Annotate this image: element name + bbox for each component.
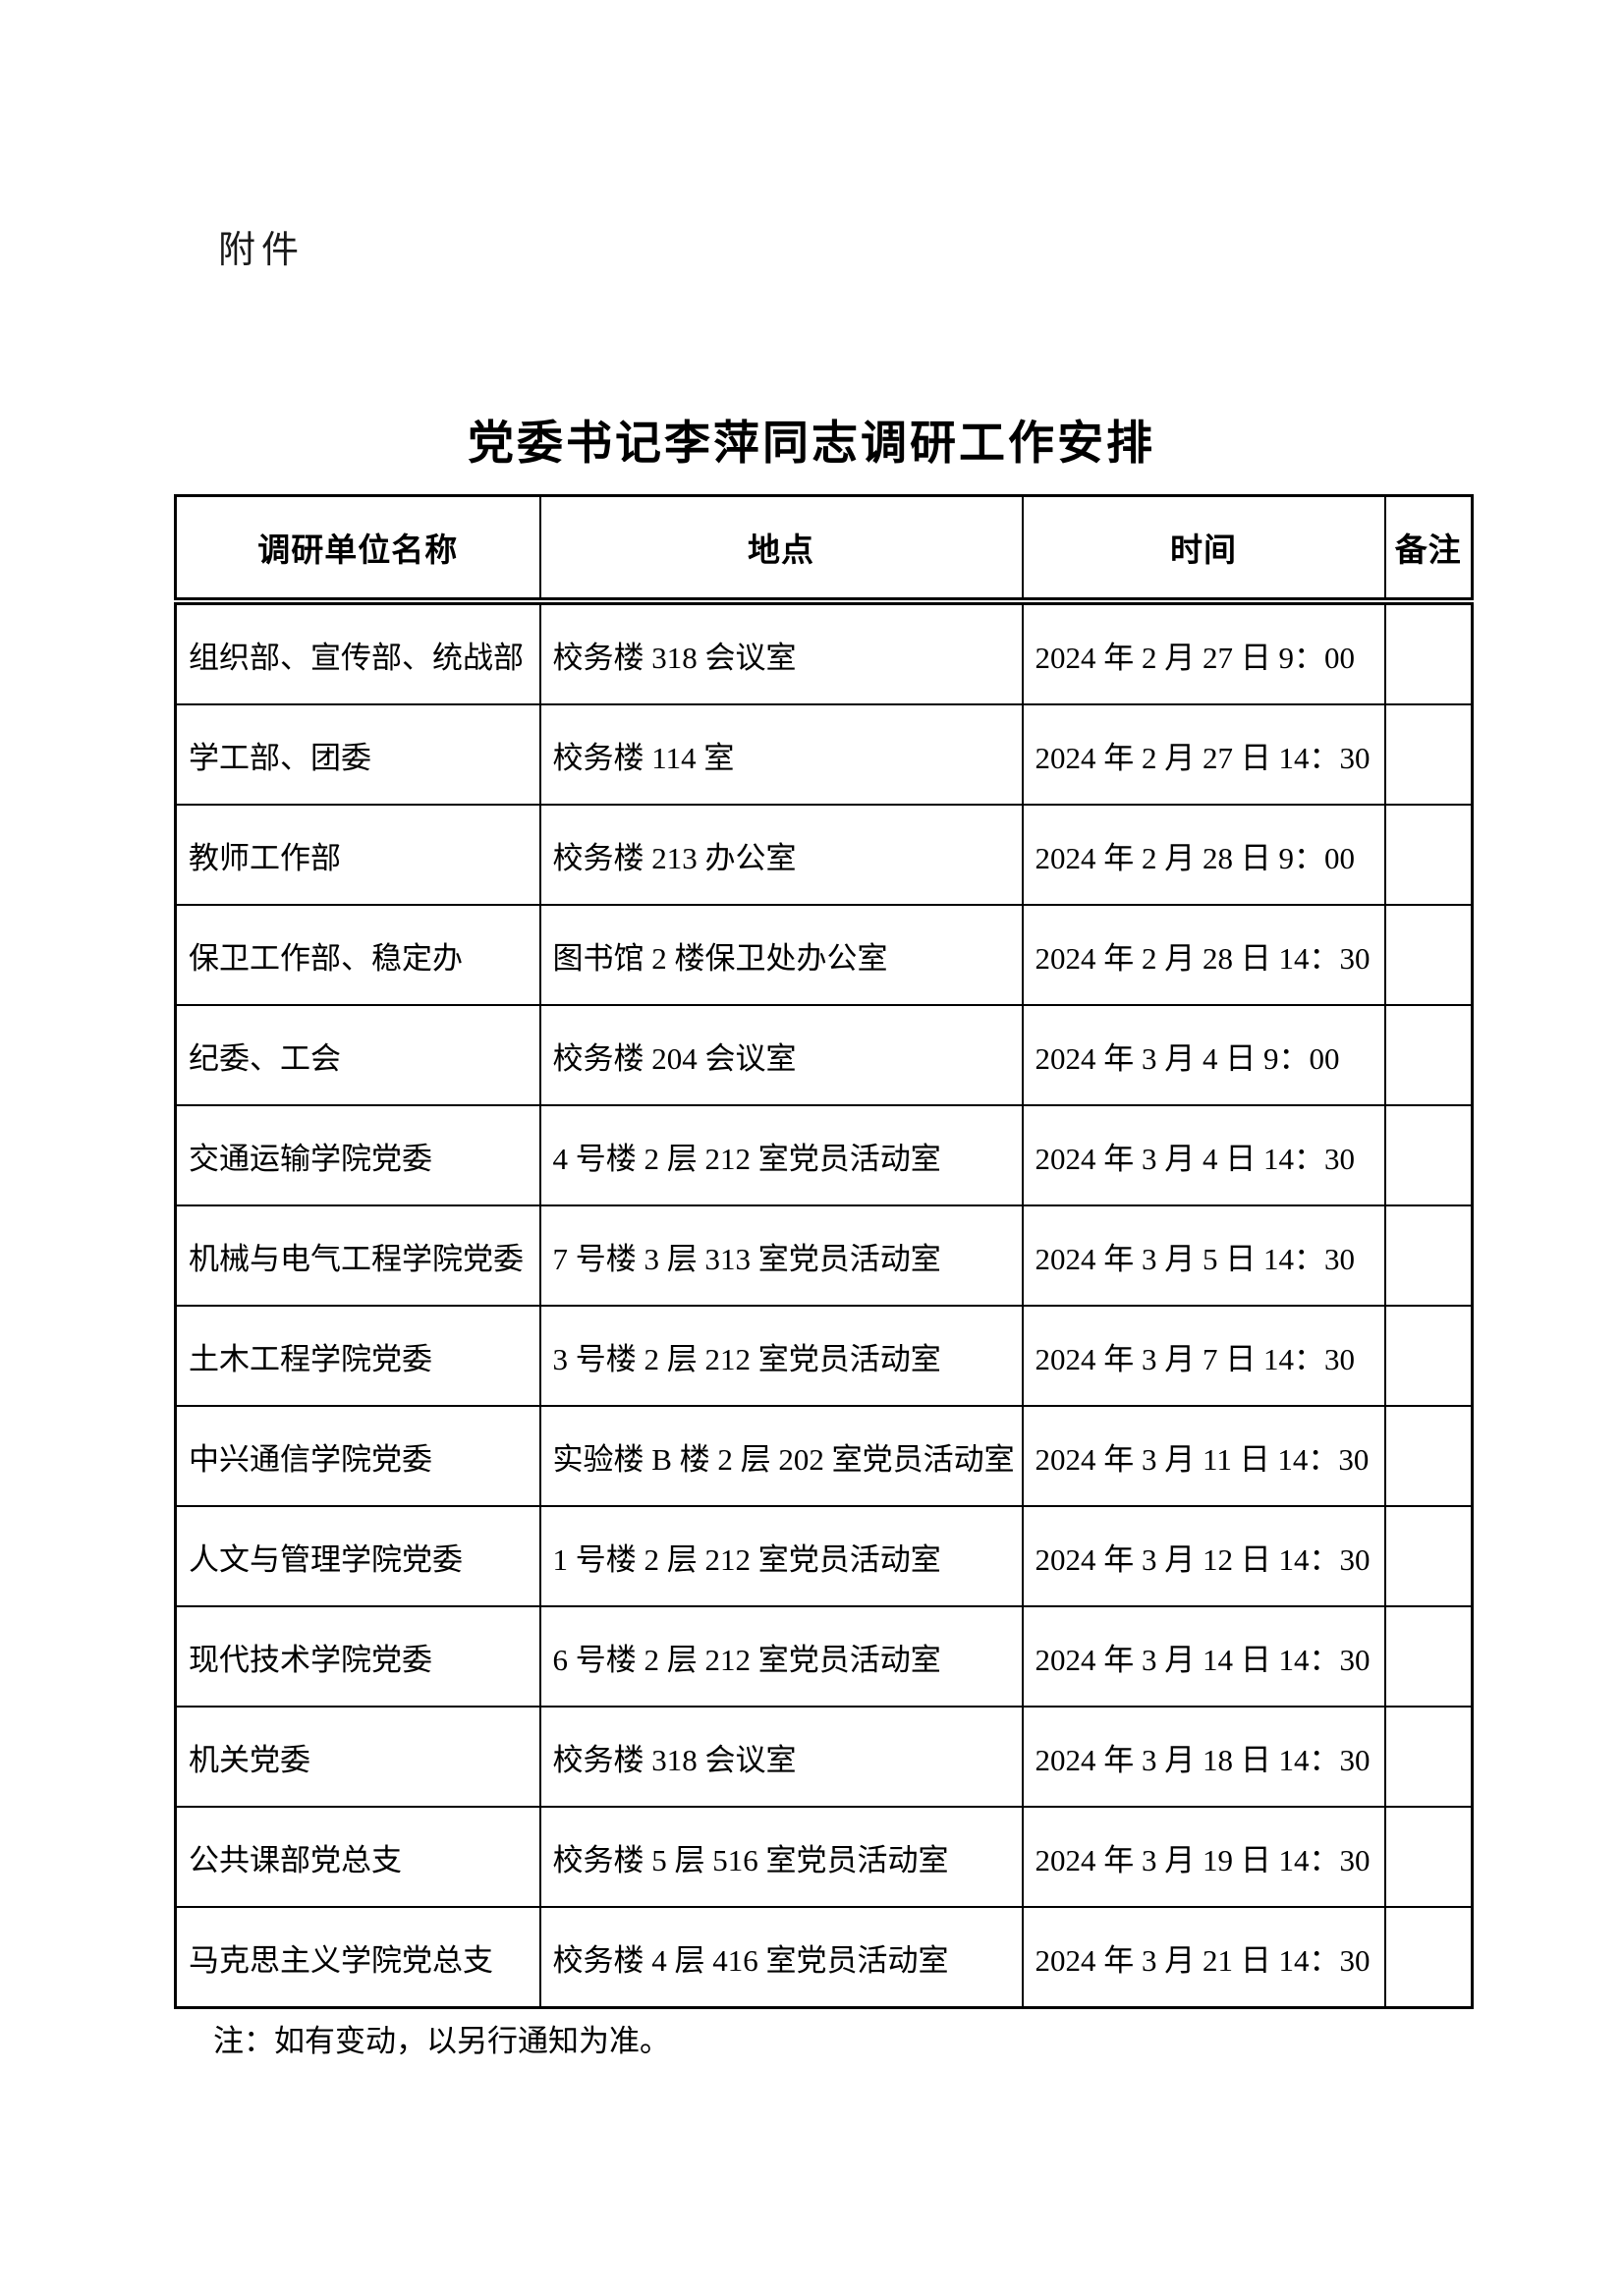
time-cell: 2024 年 3 月 12 日 14：30 bbox=[1021, 1505, 1386, 1607]
time-cell: 2024 年 2 月 27 日 9：00 bbox=[1021, 600, 1386, 705]
location-cell: 校务楼 4 层 416 室党员活动室 bbox=[538, 1906, 1024, 2009]
location-cell: 图书馆 2 楼保卫处办公室 bbox=[538, 904, 1024, 1006]
unit-cell: 交通运输学院党委 bbox=[174, 1104, 541, 1206]
page-title: 党委书记李萍同志调研工作安排 bbox=[468, 419, 1155, 470]
header-location: 地点 bbox=[538, 494, 1024, 605]
table-row: 公共课部党总支 校务楼 5 层 516 室党员活动室 2024 年 3 月 19… bbox=[174, 1806, 1474, 1908]
table-row: 土木工程学院党委 3 号楼 2 层 212 室党员活动室 2024 年 3 月 … bbox=[174, 1305, 1474, 1407]
remark-cell bbox=[1383, 600, 1474, 705]
table-row: 人文与管理学院党委 1 号楼 2 层 212 室党员活动室 2024 年 3 月… bbox=[174, 1505, 1474, 1607]
table-row: 组织部、宣传部、统战部 校务楼 318 会议室 2024 年 2 月 27 日 … bbox=[174, 600, 1474, 705]
table-row: 机关党委 校务楼 318 会议室 2024 年 3 月 18 日 14：30 bbox=[174, 1706, 1474, 1808]
table-row: 马克思主义学院党总支 校务楼 4 层 416 室党员活动室 2024 年 3 月… bbox=[174, 1906, 1474, 2009]
time-cell: 2024 年 2 月 28 日 9：00 bbox=[1021, 804, 1386, 906]
time-cell: 2024 年 3 月 5 日 14：30 bbox=[1021, 1204, 1386, 1307]
footnote: 注：如有变动，以另行通知为准。 bbox=[213, 2024, 670, 2058]
remark-cell bbox=[1383, 1405, 1474, 1507]
table-row: 学工部、团委 校务楼 114 室 2024 年 2 月 27 日 14：30 bbox=[174, 703, 1474, 806]
location-cell: 6 号楼 2 层 212 室党员活动室 bbox=[538, 1605, 1024, 1708]
time-cell: 2024 年 2 月 28 日 14：30 bbox=[1021, 904, 1386, 1006]
remark-cell bbox=[1383, 804, 1474, 906]
time-cell: 2024 年 3 月 4 日 14：30 bbox=[1021, 1104, 1386, 1206]
unit-cell: 公共课部党总支 bbox=[174, 1806, 541, 1908]
remark-cell bbox=[1383, 1505, 1474, 1607]
remark-cell bbox=[1383, 1104, 1474, 1206]
time-cell: 2024 年 3 月 7 日 14：30 bbox=[1021, 1305, 1386, 1407]
header-row: 调研单位名称 地点 时间 备注 bbox=[174, 494, 1474, 605]
table-row: 纪委、工会 校务楼 204 会议室 2024 年 3 月 4 日 9：00 bbox=[174, 1004, 1474, 1106]
time-cell: 2024 年 2 月 27 日 14：30 bbox=[1021, 703, 1386, 806]
unit-cell: 土木工程学院党委 bbox=[174, 1305, 541, 1407]
table-row: 现代技术学院党委 6 号楼 2 层 212 室党员活动室 2024 年 3 月 … bbox=[174, 1605, 1474, 1708]
time-cell: 2024 年 3 月 4 日 9：00 bbox=[1021, 1004, 1386, 1106]
location-cell: 校务楼 318 会议室 bbox=[538, 1706, 1024, 1808]
table-row: 中兴通信学院党委 实验楼 B 楼 2 层 202 室党员活动室 2024 年 3… bbox=[174, 1405, 1474, 1507]
time-cell: 2024 年 3 月 21 日 14：30 bbox=[1021, 1906, 1386, 2009]
location-cell: 4 号楼 2 层 212 室党员活动室 bbox=[538, 1104, 1024, 1206]
unit-cell: 纪委、工会 bbox=[174, 1004, 541, 1106]
header-remark: 备注 bbox=[1383, 494, 1474, 605]
location-cell: 7 号楼 3 层 313 室党员活动室 bbox=[538, 1204, 1024, 1307]
schedule-table-container: 调研单位名称 地点 时间 备注 组织部、宣传部、统战部 校务楼 318 会议室 … bbox=[174, 494, 1474, 2009]
remark-cell bbox=[1383, 1806, 1474, 1908]
remark-cell bbox=[1383, 904, 1474, 1006]
schedule-body: 组织部、宣传部、统战部 校务楼 318 会议室 2024 年 2 月 27 日 … bbox=[174, 600, 1474, 2009]
unit-cell: 机械与电气工程学院党委 bbox=[174, 1204, 541, 1307]
unit-cell: 马克思主义学院党总支 bbox=[174, 1906, 541, 2009]
location-cell: 校务楼 114 室 bbox=[538, 703, 1024, 806]
location-cell: 校务楼 5 层 516 室党员活动室 bbox=[538, 1806, 1024, 1908]
remark-cell bbox=[1383, 1305, 1474, 1407]
unit-cell: 机关党委 bbox=[174, 1706, 541, 1808]
unit-cell: 学工部、团委 bbox=[174, 703, 541, 806]
location-cell: 实验楼 B 楼 2 层 202 室党员活动室 bbox=[538, 1405, 1024, 1507]
remark-cell bbox=[1383, 703, 1474, 806]
unit-cell: 现代技术学院党委 bbox=[174, 1605, 541, 1708]
remark-cell bbox=[1383, 1706, 1474, 1808]
table-row: 机械与电气工程学院党委 7 号楼 3 层 313 室党员活动室 2024 年 3… bbox=[174, 1204, 1474, 1307]
table-row: 保卫工作部、稳定办 图书馆 2 楼保卫处办公室 2024 年 2 月 28 日 … bbox=[174, 904, 1474, 1006]
schedule-header: 调研单位名称 地点 时间 备注 bbox=[174, 494, 1474, 605]
location-cell: 1 号楼 2 层 212 室党员活动室 bbox=[538, 1505, 1024, 1607]
location-cell: 校务楼 204 会议室 bbox=[538, 1004, 1024, 1106]
remark-cell bbox=[1383, 1204, 1474, 1307]
time-cell: 2024 年 3 月 11 日 14：30 bbox=[1021, 1405, 1386, 1507]
time-cell: 2024 年 3 月 18 日 14：30 bbox=[1021, 1706, 1386, 1808]
remark-cell bbox=[1383, 1605, 1474, 1708]
location-cell: 校务楼 318 会议室 bbox=[538, 600, 1024, 705]
remark-cell bbox=[1383, 1004, 1474, 1106]
table-row: 教师工作部 校务楼 213 办公室 2024 年 2 月 28 日 9：00 bbox=[174, 804, 1474, 906]
header-unit: 调研单位名称 bbox=[174, 494, 541, 605]
table-row: 交通运输学院党委 4 号楼 2 层 212 室党员活动室 2024 年 3 月 … bbox=[174, 1104, 1474, 1206]
time-cell: 2024 年 3 月 14 日 14：30 bbox=[1021, 1605, 1386, 1708]
attachment-label: 附件 bbox=[218, 230, 306, 271]
schedule-table: 调研单位名称 地点 时间 备注 组织部、宣传部、统战部 校务楼 318 会议室 … bbox=[174, 494, 1474, 2009]
location-cell: 校务楼 213 办公室 bbox=[538, 804, 1024, 906]
location-cell: 3 号楼 2 层 212 室党员活动室 bbox=[538, 1305, 1024, 1407]
unit-cell: 中兴通信学院党委 bbox=[174, 1405, 541, 1507]
unit-cell: 保卫工作部、稳定办 bbox=[174, 904, 541, 1006]
unit-cell: 人文与管理学院党委 bbox=[174, 1505, 541, 1607]
header-time: 时间 bbox=[1021, 494, 1386, 605]
time-cell: 2024 年 3 月 19 日 14：30 bbox=[1021, 1806, 1386, 1908]
unit-cell: 组织部、宣传部、统战部 bbox=[174, 600, 541, 705]
remark-cell bbox=[1383, 1906, 1474, 2009]
unit-cell: 教师工作部 bbox=[174, 804, 541, 906]
